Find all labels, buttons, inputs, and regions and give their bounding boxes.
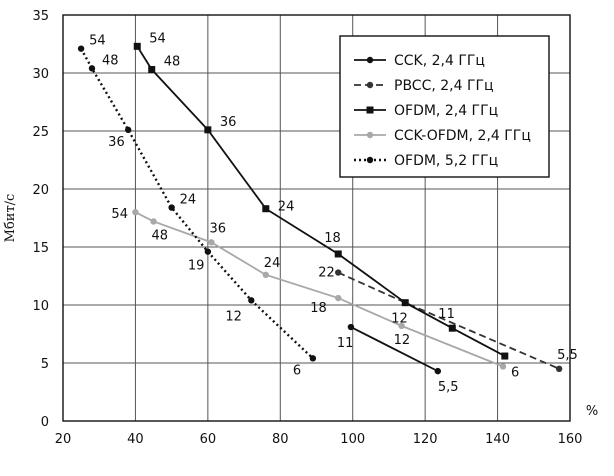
legend-marker [366,81,374,89]
data-point [168,204,175,211]
legend-label: PBCC, 2,4 ГГц [394,78,494,94]
data-label: 5,5 [438,380,459,395]
y-tick-label: 35 [32,9,49,24]
data-point [77,45,85,52]
y-tick-label: 20 [32,183,49,198]
data-point [262,271,269,279]
data-label: 11 [438,307,455,322]
y-axis-label: Мбит/с [3,194,18,243]
data-label: 12 [394,333,411,348]
data-point [124,126,132,134]
legend-item: OFDM, 5,2 ГГц [354,153,498,169]
data-point [347,323,355,331]
data-label: 54 [89,34,106,49]
data-point [335,269,342,276]
data-point [434,367,442,375]
data-label: 36 [209,221,226,236]
x-tick-label: 140 [485,432,510,447]
data-label: 22 [318,266,335,281]
data-label: 11 [337,336,354,351]
legend-item: OFDM, 2,4 ГГц [354,103,498,119]
data-label: 36 [220,115,237,130]
data-point [398,322,405,330]
data-point [248,297,255,304]
data-point [309,355,317,362]
series-4 [132,209,507,370]
data-label: 5,5 [557,348,578,363]
y-tick-label: 0 [41,415,49,430]
series-line [135,211,504,368]
data-point [208,239,215,246]
data-point [501,352,509,360]
y-tick-label: 5 [41,357,49,372]
data-point [499,363,507,370]
data-label: 54 [149,31,166,46]
data-label: 24 [264,256,281,271]
y-tick-label: 15 [32,241,49,256]
x-tick-label: 120 [413,432,438,447]
data-point [335,294,342,302]
data-point [148,66,156,74]
data-point [448,324,456,332]
series-group [77,42,563,375]
data-point [262,205,270,213]
legend-label: OFDM, 5,2 ГГц [394,153,498,169]
legend-marker [366,131,374,139]
data-label: 12 [391,312,408,327]
y-tick-label: 25 [32,125,49,140]
x-tick-label: 60 [200,432,217,447]
y-tick-label: 10 [32,299,49,314]
data-point [150,218,157,225]
legend: CCK, 2,4 ГГц PBCC, 2,4 ГГц OFDM, 2,4 ГГц CC… [339,35,550,178]
y-tick-label: 30 [32,67,49,82]
data-point [133,42,141,50]
data-label: 36 [108,135,125,150]
data-labels: 11 5,5 22 5,5 54 48 36 24 18 12 11 54 48 36 24 18 12 6 54 4… [89,31,578,395]
data-label: 18 [324,231,341,246]
data-label: 12 [225,309,242,324]
data-point [555,365,563,372]
axes: 20 40 60 80 100 120 140 160 0 5 10 15 20 25 30 35 [32,9,582,447]
x-tick-label: 40 [127,432,144,447]
data-point [204,248,212,255]
data-label: 18 [310,301,327,316]
legend-item: CCK, 2,4 ГГц [354,53,485,69]
legend-label: CCK, 2,4 ГГц [394,53,485,69]
data-point [88,65,96,72]
data-label: 48 [152,228,169,243]
series-3 [133,42,509,360]
legend-label: CCK-OFDM, 2,4 ГГц [394,128,531,144]
series-5 [77,45,317,362]
data-label: 48 [102,53,119,68]
legend-item: PBCC, 2,4 ГГц [354,78,494,94]
data-label: 54 [111,207,128,222]
x-tick-label: 100 [340,432,365,447]
x-tick-label: 160 [558,432,583,447]
data-label: 48 [164,55,181,70]
data-point [204,126,212,134]
series-line [136,45,506,357]
legend-marker [366,106,374,114]
data-label: 24 [278,200,295,215]
data-point [132,209,139,216]
legend-marker [366,156,374,164]
legend-label: OFDM, 2,4 ГГц [394,103,498,119]
series-line [350,326,439,372]
data-point [334,250,342,258]
plot-frame [62,14,571,422]
x-axis-label: % [586,404,598,419]
legend-marker [366,56,374,64]
legend-item: CCK-OFDM, 2,4 ГГц [354,128,531,144]
data-label: 6 [293,363,301,378]
x-tick-label: 20 [55,432,72,447]
data-label: 24 [180,193,197,208]
data-point [401,299,409,307]
series-1 [347,323,442,375]
x-tick-label: 80 [272,432,289,447]
series-line [337,271,560,370]
data-label: 19 [188,259,205,274]
data-label: 6 [511,365,519,380]
